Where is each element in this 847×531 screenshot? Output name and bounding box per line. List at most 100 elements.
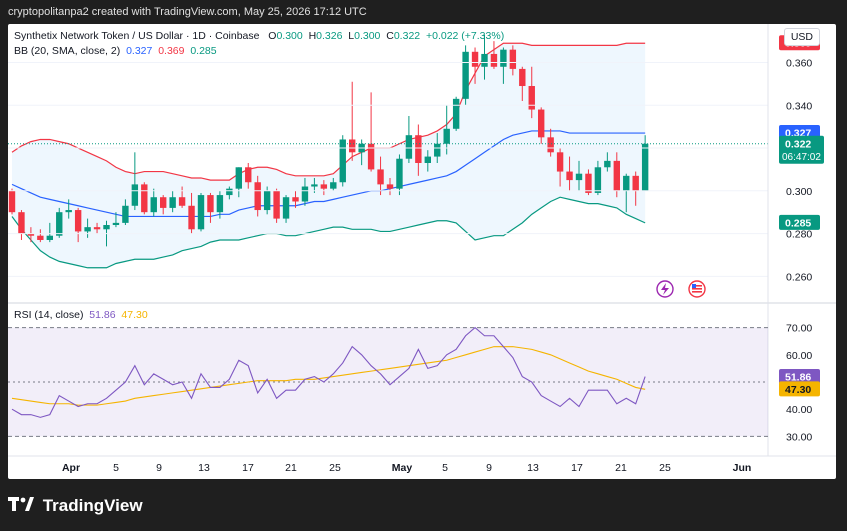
candle-body bbox=[490, 53, 498, 67]
candle bbox=[462, 45, 469, 106]
candle bbox=[56, 207, 63, 238]
low-label: L bbox=[348, 30, 355, 42]
candle-body bbox=[254, 182, 261, 211]
rsi-tick-label: 40.00 bbox=[786, 404, 812, 416]
candle-body bbox=[216, 195, 224, 213]
bb-legend[interactable]: BB (20, SMA, close, 2) 0.327 0.369 0.285 bbox=[14, 45, 217, 57]
time-tick-label: 21 bbox=[285, 462, 297, 474]
rsi-label: RSI (14, close) bbox=[14, 309, 84, 321]
candle bbox=[604, 152, 611, 172]
candle-body bbox=[471, 51, 479, 67]
candle-body bbox=[18, 212, 25, 234]
bb-upper-line bbox=[11, 42, 646, 181]
candle bbox=[84, 218, 91, 238]
candle-body bbox=[282, 197, 290, 219]
candle bbox=[141, 182, 148, 215]
bb-lower-badge: 0.285 bbox=[785, 217, 811, 229]
high-label: H bbox=[308, 30, 317, 42]
close-value: 0.322 bbox=[393, 30, 421, 42]
candle-body bbox=[575, 173, 583, 181]
rsi-legend[interactable]: RSI (14, close) 51.86 47.30 bbox=[14, 309, 148, 321]
time-tick-label: May bbox=[392, 462, 413, 474]
candle-body bbox=[56, 212, 63, 236]
candle-body bbox=[74, 210, 82, 232]
candle-body bbox=[349, 139, 356, 153]
time-tick-label: 25 bbox=[659, 462, 671, 474]
candle bbox=[481, 34, 488, 80]
candle bbox=[37, 229, 44, 243]
created-by-text: cryptopolitanpa2 created with TradingVie… bbox=[8, 6, 367, 18]
candle bbox=[367, 92, 375, 172]
symbol-title: Synthetix Network Token / US Dollar · 1D… bbox=[14, 30, 260, 42]
candle bbox=[509, 45, 517, 76]
candle bbox=[566, 156, 573, 191]
candle-body bbox=[566, 171, 573, 181]
candle bbox=[349, 81, 356, 161]
candle-body bbox=[528, 86, 535, 110]
candle bbox=[320, 180, 328, 196]
candle bbox=[27, 227, 35, 243]
candle bbox=[415, 124, 422, 176]
candle bbox=[112, 212, 120, 228]
candle bbox=[452, 96, 460, 131]
price-tick-label: 0.300 bbox=[786, 186, 812, 198]
candle-body bbox=[226, 188, 233, 196]
candle-body bbox=[339, 139, 346, 183]
candle bbox=[301, 177, 309, 206]
candle bbox=[169, 190, 176, 213]
price-tick-label: 0.360 bbox=[786, 57, 812, 69]
candle bbox=[207, 192, 214, 223]
rsi-line bbox=[11, 326, 646, 418]
candle bbox=[377, 156, 384, 196]
candle-body bbox=[93, 227, 101, 230]
open-label: O bbox=[268, 30, 277, 42]
candle-body bbox=[556, 152, 564, 172]
us-flag-icon bbox=[688, 280, 706, 298]
time-tick-label: Apr bbox=[62, 462, 80, 474]
candle bbox=[330, 177, 337, 191]
candle-body bbox=[500, 49, 507, 67]
candle-body bbox=[235, 167, 242, 189]
candle bbox=[8, 188, 16, 215]
candle-body bbox=[263, 190, 271, 211]
candle bbox=[623, 173, 630, 213]
price-chart[interactable]: 0.2600.2800.3000.3200.3400.3600.3690.327… bbox=[8, 24, 836, 479]
candle bbox=[216, 190, 224, 219]
candle-body bbox=[434, 143, 441, 157]
last-price-badge-bg bbox=[779, 135, 824, 164]
close-label: C bbox=[386, 30, 394, 42]
chart-panel[interactable]: 0.2600.2800.3000.3200.3400.3600.3690.327… bbox=[8, 24, 836, 479]
currency-button[interactable]: USD bbox=[783, 28, 820, 46]
candle-body bbox=[122, 205, 129, 223]
candle bbox=[443, 105, 450, 155]
candle-body bbox=[141, 184, 148, 213]
candle bbox=[471, 47, 479, 84]
time-tick-label: 17 bbox=[242, 462, 254, 474]
candle-body bbox=[547, 137, 554, 153]
candle-body bbox=[178, 197, 186, 206]
candle-body bbox=[8, 190, 16, 213]
candle-body bbox=[519, 68, 526, 87]
time-tick-label: 13 bbox=[198, 462, 210, 474]
candle-body bbox=[245, 167, 252, 183]
candle bbox=[235, 167, 242, 198]
bb-lower-line bbox=[11, 196, 646, 269]
candle-body bbox=[46, 235, 53, 240]
candle bbox=[122, 199, 129, 226]
candle bbox=[396, 154, 403, 196]
candle-body bbox=[65, 210, 72, 213]
time-tick-label: 5 bbox=[442, 462, 448, 474]
candle-body bbox=[301, 186, 309, 202]
candle bbox=[641, 135, 649, 191]
last-price-badge: 0.322 bbox=[785, 138, 811, 150]
time-tick-label: 9 bbox=[156, 462, 162, 474]
countdown-badge: 06:47:02 bbox=[782, 152, 821, 163]
candle bbox=[178, 186, 186, 208]
candle-body bbox=[292, 197, 299, 202]
candle-body bbox=[452, 98, 460, 129]
bb-lower-value: 0.285 bbox=[190, 45, 217, 57]
candle-body bbox=[613, 160, 620, 191]
rsi-ma-badge-bg bbox=[779, 381, 820, 397]
candle bbox=[93, 222, 101, 234]
lightning-icon bbox=[656, 280, 674, 298]
